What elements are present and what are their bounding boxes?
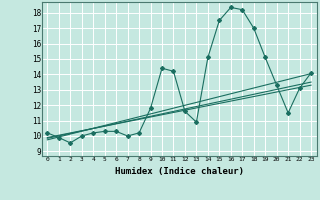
- X-axis label: Humidex (Indice chaleur): Humidex (Indice chaleur): [115, 167, 244, 176]
